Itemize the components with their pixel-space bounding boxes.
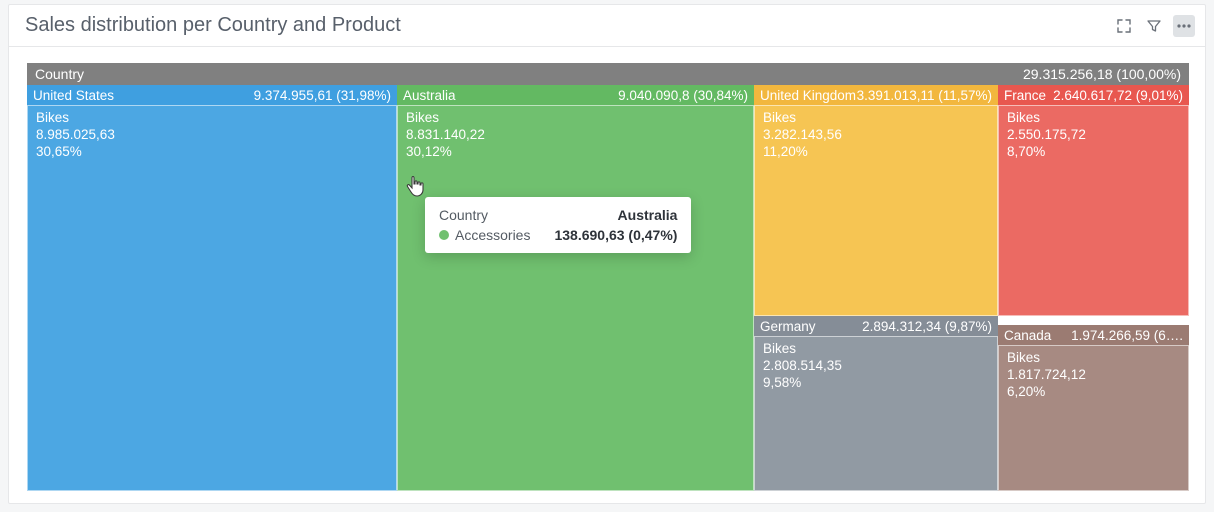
country-name: Australia [403,88,456,103]
country-cell[interactable]: United States 9.374.955,61 (31,98%) Bikes8… [27,85,397,491]
product-name: Bikes [763,110,989,127]
expand-icon[interactable] [1113,15,1135,37]
product-value: 1.817.724,12 [1007,367,1180,384]
country-header[interactable]: Germany 2.894.312,34 (9,87%) [754,316,998,336]
treemap-body[interactable]: United States9.374.955,61 (31,98%)Bikes8… [27,85,1189,491]
tooltip-country-label: Country [439,207,488,223]
tooltip-product-value: 138.690,63 (0,47%) [554,227,677,243]
product-name: Bikes [1007,350,1180,367]
product-pct: 6,20% [1007,384,1180,401]
product-pct: 11,20% [763,144,989,161]
country-header[interactable]: France 2.640.617,72 (9,01%) [998,85,1189,105]
root-label: Country [35,66,84,82]
product-area: Bikes8.831.140,2230,12% [397,105,754,491]
product-area: Bikes2.550.175,728,70% [998,105,1189,316]
product-name: Bikes [36,110,388,127]
country-value: 9.040.090,8 (30,84%) [618,88,748,103]
product-cell[interactable]: Bikes2.808.514,359,58% [754,336,998,491]
product-area: Bikes8.985.025,6330,65% [27,105,397,491]
card-title: Sales distribution per Country and Produ… [25,14,401,37]
product-cell[interactable]: Bikes8.831.140,2230,12% [397,105,754,491]
country-cell[interactable]: Australia 9.040.090,8 (30,84%) Bikes8.831.… [397,85,754,491]
country-header[interactable]: United Kingdom3.391.013,11 (11,57%) [754,85,998,105]
product-pct: 8,70% [1007,144,1180,161]
product-area: Bikes1.817.724,126,20% [998,345,1189,491]
product-cell[interactable]: Bikes3.282.143,5611,20% [754,105,998,316]
treemap-root-header[interactable]: Country 29.315.256,18 (100,00%) [27,63,1189,85]
country-value: 1.974.266,59 (6…. [1071,328,1183,343]
product-value: 8.831.140,22 [406,127,745,144]
product-cell[interactable]: Bikes8.985.025,6330,65% [27,105,397,491]
country-header[interactable]: Australia 9.040.090,8 (30,84%) [397,85,754,105]
product-area: Bikes3.282.143,5611,20% [754,105,998,316]
product-name: Bikes [763,341,989,358]
tooltip-product-label: Accessories [439,227,530,243]
card-header: Sales distribution per Country and Produ… [9,5,1205,47]
country-cell[interactable]: United Kingdom3.391.013,11 (11,57%)Bikes… [754,85,998,316]
country-header[interactable]: United States 9.374.955,61 (31,98%) [27,85,397,105]
country-value: 2.640.617,72 (9,01%) [1053,88,1183,103]
chart-card: Sales distribution per Country and Produ… [8,4,1206,504]
product-area: Bikes2.808.514,359,58% [754,336,998,491]
country-name: France [1004,88,1046,103]
more-icon[interactable] [1173,15,1195,37]
product-pct: 9,58% [763,375,989,392]
country-name: United Kingdom [760,88,856,103]
country-value: 3.391.013,11 (11,57%) [857,88,992,103]
product-value: 2.808.514,35 [763,358,989,375]
treemap-chart[interactable]: Country 29.315.256,18 (100,00%) United S… [27,63,1189,491]
product-value: 8.985.025,63 [36,127,388,144]
tooltip-country-value: Australia [618,207,678,223]
product-pct: 30,12% [406,144,745,161]
product-value: 3.282.143,56 [763,127,989,144]
product-value: 2.550.175,72 [1007,127,1180,144]
filter-icon[interactable] [1143,15,1165,37]
tooltip-dot-icon [439,230,449,240]
country-name: Germany [760,319,816,334]
product-name: Bikes [1007,110,1180,127]
country-name: Canada [1004,328,1051,343]
country-name: United States [33,88,114,103]
product-pct: 30,65% [36,144,388,161]
country-value: 2.894.312,34 (9,87%) [862,319,992,334]
product-cell[interactable]: Bikes2.550.175,728,70% [998,105,1189,316]
tooltip: Country Australia Accessories 138.690,63… [425,197,691,253]
country-value: 9.374.955,61 (31,98%) [254,88,391,103]
product-name: Bikes [406,110,745,127]
country-cell[interactable]: France 2.640.617,72 (9,01%) Bikes2.550.175… [998,85,1189,316]
country-cell[interactable]: Canada 1.974.266,59 (6…. Bikes1.817.724,12… [998,325,1189,491]
country-header[interactable]: Canada 1.974.266,59 (6…. [998,325,1189,345]
card-actions [1113,15,1195,37]
root-total: 29.315.256,18 (100,00%) [1023,66,1181,82]
country-cell[interactable]: Germany 2.894.312,34 (9,87%) Bikes2.808.51… [754,316,998,491]
product-cell[interactable]: Bikes1.817.724,126,20% [998,345,1189,491]
